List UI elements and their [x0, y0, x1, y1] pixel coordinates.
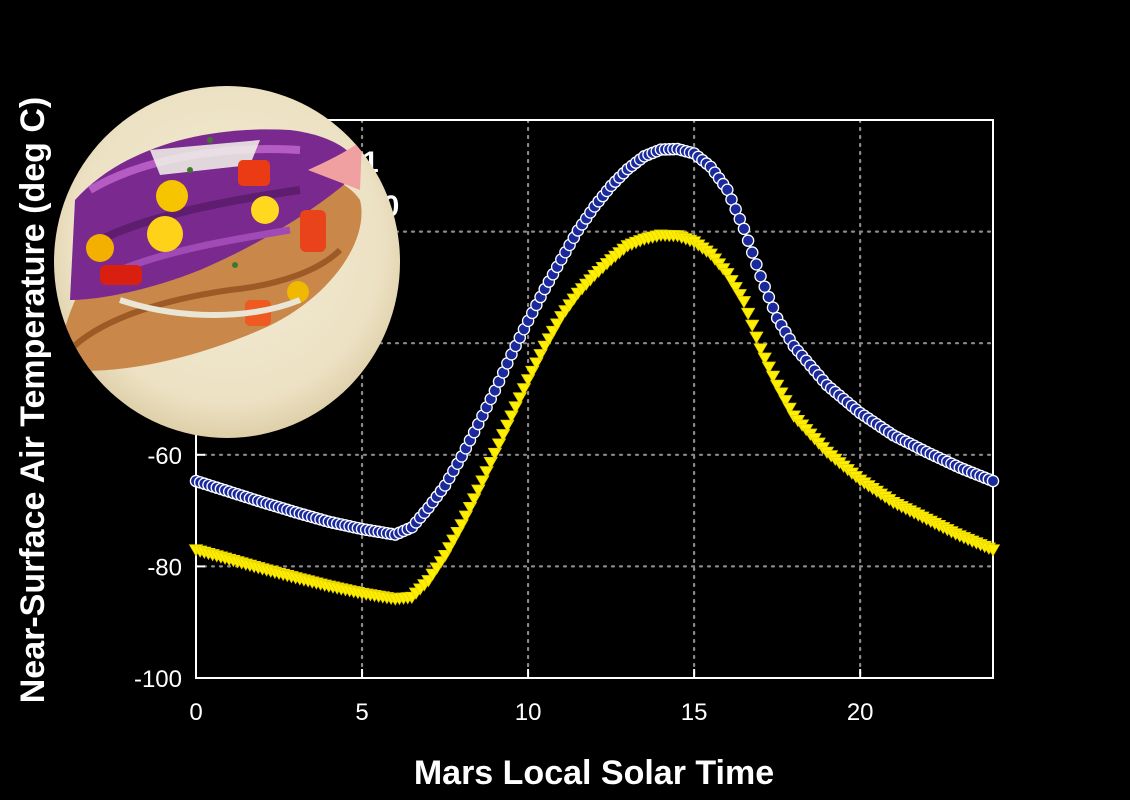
series-2	[188, 229, 1001, 606]
data-point	[737, 222, 751, 236]
data-point	[985, 544, 1001, 557]
data-point	[778, 395, 793, 408]
data-point	[475, 475, 490, 488]
data-point	[520, 374, 536, 387]
series-layer	[188, 142, 1001, 606]
data-point	[732, 289, 747, 302]
data-point	[762, 290, 776, 304]
data-point	[533, 349, 548, 362]
x-tick-label: 15	[681, 699, 708, 726]
x-tick-label: 20	[847, 699, 874, 726]
y-axis-title: Near-Surface Air Temperature (deg C)	[14, 97, 52, 704]
data-point	[491, 438, 507, 451]
data-point	[450, 526, 465, 540]
data-point	[754, 269, 767, 283]
data-point	[525, 365, 540, 379]
data-point	[986, 474, 1000, 488]
x-tick-label: 5	[355, 699, 368, 726]
data-point	[765, 370, 781, 383]
y-tick-label: -60	[147, 443, 182, 470]
data-point	[508, 401, 523, 414]
data-point	[761, 361, 777, 374]
data-point	[512, 392, 527, 405]
tick-labels: 0 5 10 15 20 -100 -80 -60	[134, 443, 874, 726]
data-point	[454, 519, 469, 532]
x-tick-label: 0	[189, 699, 202, 726]
data-point	[728, 282, 743, 295]
data-point	[782, 402, 797, 416]
data-point	[516, 383, 532, 396]
data-point	[720, 268, 735, 281]
data-point	[437, 549, 453, 563]
data-point	[749, 331, 764, 344]
data-point	[446, 534, 461, 547]
data-point	[495, 429, 511, 442]
data-point	[774, 387, 789, 400]
data-point	[736, 296, 752, 309]
data-point	[462, 501, 478, 515]
y-tick-label: -80	[147, 554, 182, 581]
data-point	[504, 410, 519, 423]
series-1	[189, 142, 1000, 541]
data-point	[769, 379, 785, 393]
grid-lines	[194, 118, 995, 680]
data-point	[741, 234, 755, 247]
taco-image	[54, 86, 400, 438]
data-point	[483, 457, 498, 470]
data-point	[758, 280, 771, 293]
data-point	[766, 301, 780, 314]
data-point	[466, 493, 482, 506]
x-tick-label: 10	[515, 699, 542, 726]
data-point	[740, 307, 756, 321]
data-point	[757, 352, 772, 365]
data-point	[442, 542, 457, 555]
data-point	[750, 258, 763, 271]
data-point	[458, 510, 474, 523]
data-point	[500, 419, 515, 433]
data-point	[724, 275, 739, 288]
data-point	[745, 319, 760, 333]
data-point	[529, 357, 544, 370]
x-axis-title: Mars Local Solar Time	[414, 754, 774, 792]
data-point	[471, 484, 486, 497]
y-tick-label: -100	[134, 666, 182, 693]
data-point	[753, 343, 768, 356]
data-point	[479, 466, 494, 479]
data-point	[487, 447, 503, 461]
data-point	[745, 246, 759, 259]
